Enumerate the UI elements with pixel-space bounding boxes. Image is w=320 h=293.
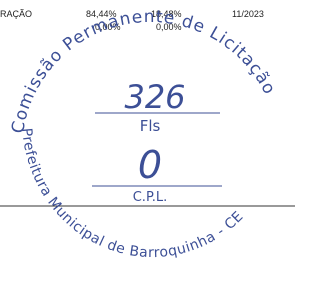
signature: 0 bbox=[138, 143, 162, 187]
sheet-number: 326 bbox=[124, 78, 185, 116]
document-scan: RAÇÃO 84,44% 18,48% 11/2023 0,00% 0,00% … bbox=[0, 0, 295, 293]
cell: 11/2023 bbox=[232, 9, 264, 19]
cpl-label: C.P.L. bbox=[133, 190, 168, 205]
page: RAÇÃO 84,44% 18,48% 11/2023 0,00% 0,00% … bbox=[0, 0, 295, 293]
fls-label: Fls bbox=[140, 117, 161, 135]
cell: RAÇÃO bbox=[0, 9, 32, 19]
